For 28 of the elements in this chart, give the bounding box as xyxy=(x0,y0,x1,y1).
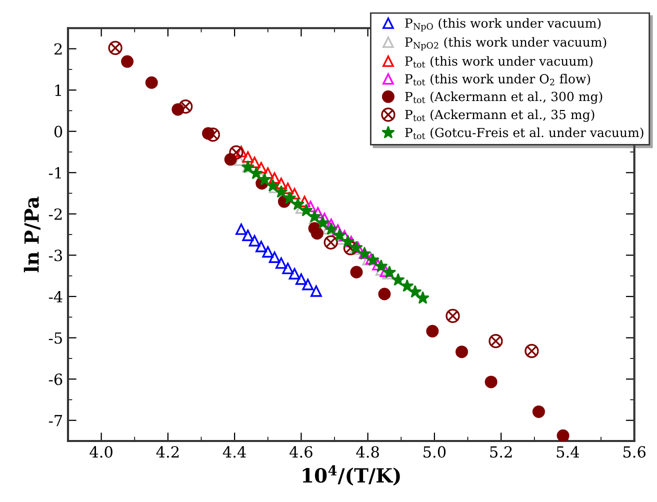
y-tick-label: -3 xyxy=(48,250,62,262)
legend-label: P$_{NpO}$ (this work under vacuum) xyxy=(405,18,601,32)
y-tick-label: 2 xyxy=(54,43,62,55)
x-tick-label: 5.0 xyxy=(424,446,446,458)
x-tick-label: 4.6 xyxy=(290,446,312,458)
x-tick-label: 4.4 xyxy=(222,446,246,458)
y-tick-label: -5 xyxy=(48,332,62,344)
x-tick-label: 5.2 xyxy=(490,446,512,458)
legend-label: P$_{NpO2}$ (this work under vacuum) xyxy=(405,37,606,50)
y-tick-label: -1 xyxy=(48,167,61,178)
legend-label: P$_{tot}$ (this work under vacuum) xyxy=(405,56,592,68)
x-tick-label: 4.2 xyxy=(156,446,179,458)
x-tick-label: 5.6 xyxy=(623,446,646,458)
y-tick-label: -6 xyxy=(48,374,62,386)
legend-label: P$_{tot}$ (Ackermann et al., 35 mg) xyxy=(405,110,594,122)
y-tick-label: -2 xyxy=(48,208,62,220)
legend-label: P$_{tot}$ (this work under O$_{2}$ flow) xyxy=(405,74,590,86)
y-tick-label: -7 xyxy=(48,415,62,426)
x-tick-label: 5.4 xyxy=(556,446,580,458)
x-tick-label: 4.8 xyxy=(356,446,379,458)
y-tick-label: 1 xyxy=(55,84,61,96)
x-axis-title: 10$^{4}$/(T/K) xyxy=(302,465,400,486)
y-axis-title: ln P/Pa xyxy=(24,196,40,272)
y-tick-label: -4 xyxy=(48,290,62,302)
y-tick-label: 0 xyxy=(54,126,62,138)
x-tick-label: 4.0 xyxy=(90,446,112,458)
legend-label: P$_{tot}$ (Ackermann et al., 300 mg) xyxy=(405,92,602,104)
legend-label: P$_{tot}$ (Gotcu-Freis et al. under vacuum) xyxy=(405,128,644,140)
